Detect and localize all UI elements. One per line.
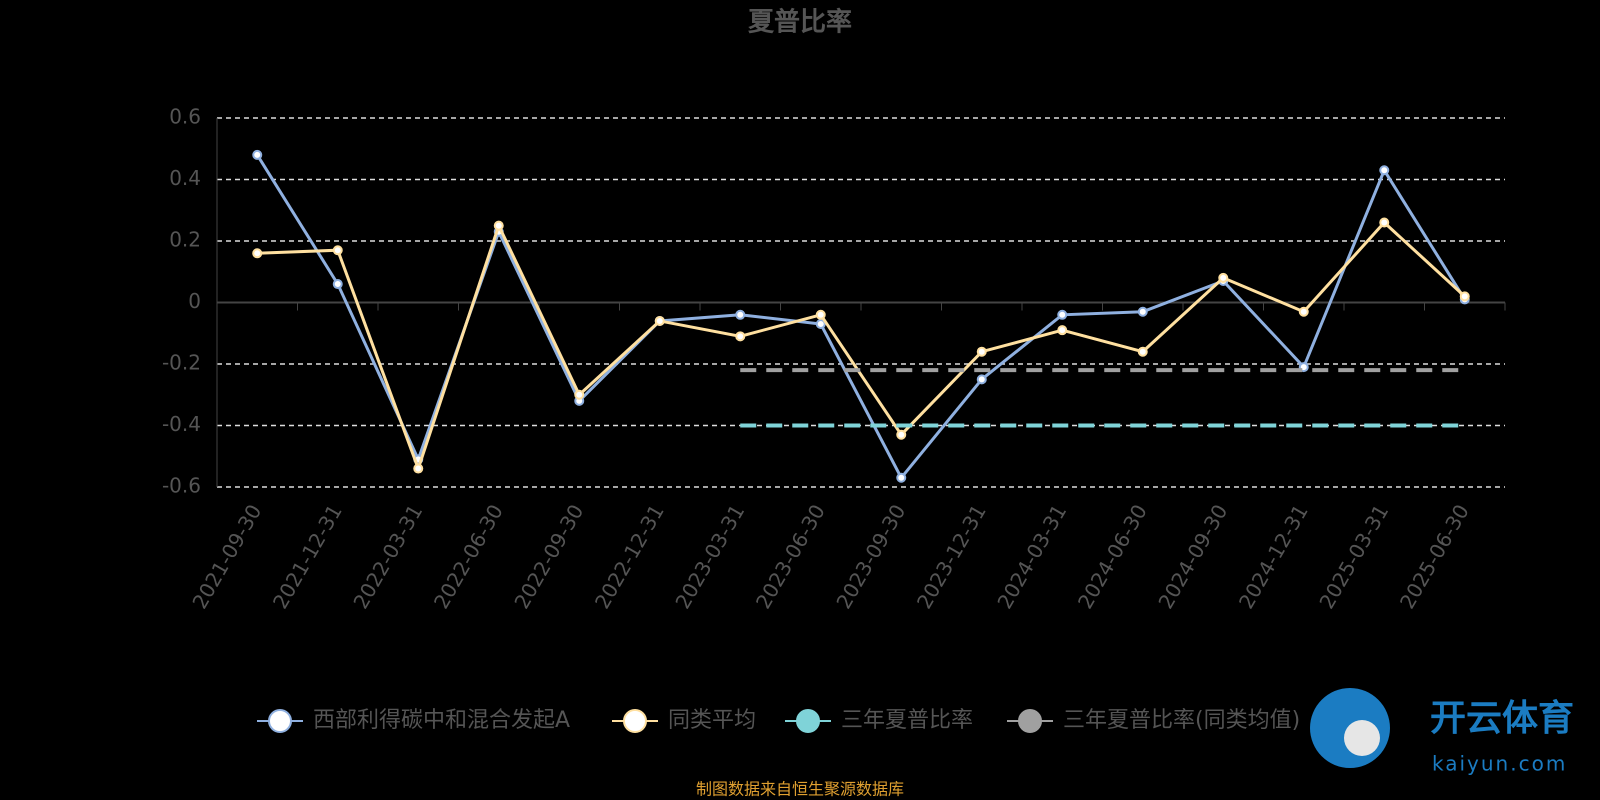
watermark-url: kaiyun.com	[1432, 752, 1567, 776]
series-line	[255, 154, 1467, 481]
y-tick-label: 0.6	[169, 105, 201, 129]
point	[1137, 346, 1148, 357]
series-line	[257, 220, 1466, 474]
point	[1057, 325, 1068, 336]
x-tick-label: 2021-09-30	[187, 500, 266, 613]
y-tick-label: 0.4	[169, 166, 201, 190]
point	[976, 374, 987, 385]
watermark-text: 开云体育	[1430, 698, 1574, 739]
legend-marker	[1018, 709, 1042, 733]
point	[815, 309, 826, 320]
x-tick-label: 2024-06-30	[1073, 500, 1152, 613]
point	[493, 220, 504, 231]
legend-label: 三年夏普比率	[841, 708, 973, 733]
point	[815, 319, 826, 330]
point	[735, 309, 746, 320]
point	[976, 346, 987, 357]
point	[1137, 306, 1148, 317]
point	[252, 248, 263, 259]
x-tick-label: 2024-12-31	[1234, 500, 1313, 613]
y-tick-label: -0.4	[162, 412, 201, 436]
point	[654, 315, 665, 326]
point	[413, 463, 424, 474]
x-tick-label: 2023-03-31	[670, 500, 749, 613]
point	[1057, 309, 1068, 320]
point	[332, 245, 343, 256]
watermark-ball	[1344, 720, 1380, 756]
point	[1459, 291, 1470, 302]
chart-title: 夏普比率	[748, 7, 852, 38]
point	[1298, 306, 1309, 317]
point	[1379, 165, 1390, 176]
legend-marker	[796, 709, 820, 733]
point	[1218, 272, 1229, 283]
x-tick-label: 2025-03-31	[1314, 500, 1393, 613]
x-tick-label: 2022-09-30	[509, 500, 588, 613]
point	[896, 472, 907, 483]
x-tick-label: 2022-12-31	[590, 500, 669, 613]
point	[332, 279, 343, 290]
x-tick-label: 2023-09-30	[831, 500, 910, 613]
y-tick-label: -0.2	[162, 351, 201, 375]
point	[252, 149, 263, 160]
point	[896, 429, 907, 440]
y-tick-label: 0.2	[169, 228, 201, 252]
point	[735, 331, 746, 342]
x-tick-label: 2025-06-30	[1395, 500, 1474, 613]
x-tick-label: 2023-06-30	[751, 500, 830, 613]
point	[1379, 217, 1390, 228]
x-tick-label: 2023-12-31	[912, 500, 991, 613]
legend-marker	[623, 709, 647, 733]
y-tick-label: -0.6	[162, 474, 201, 498]
x-tick-label: 2022-06-30	[429, 500, 508, 613]
legend-marker	[268, 709, 292, 733]
y-tick-label: 0	[188, 289, 201, 313]
x-tick-label: 2024-03-31	[992, 500, 1071, 613]
legend-label: 西部利得碳中和混合发起A	[313, 708, 570, 733]
watermark: 开云体育 kaiyun.com	[1310, 688, 1574, 776]
x-tick-label: 2021-12-31	[268, 500, 347, 613]
source-note: 制图数据来自恒生聚源数据库	[696, 780, 904, 799]
x-tick-label: 2022-03-31	[348, 500, 427, 613]
x-tick-label: 2024-09-30	[1153, 500, 1232, 613]
point	[574, 389, 585, 400]
legend-label: 三年夏普比率(同类均值)	[1063, 708, 1300, 733]
legend-label: 同类平均	[668, 708, 756, 733]
